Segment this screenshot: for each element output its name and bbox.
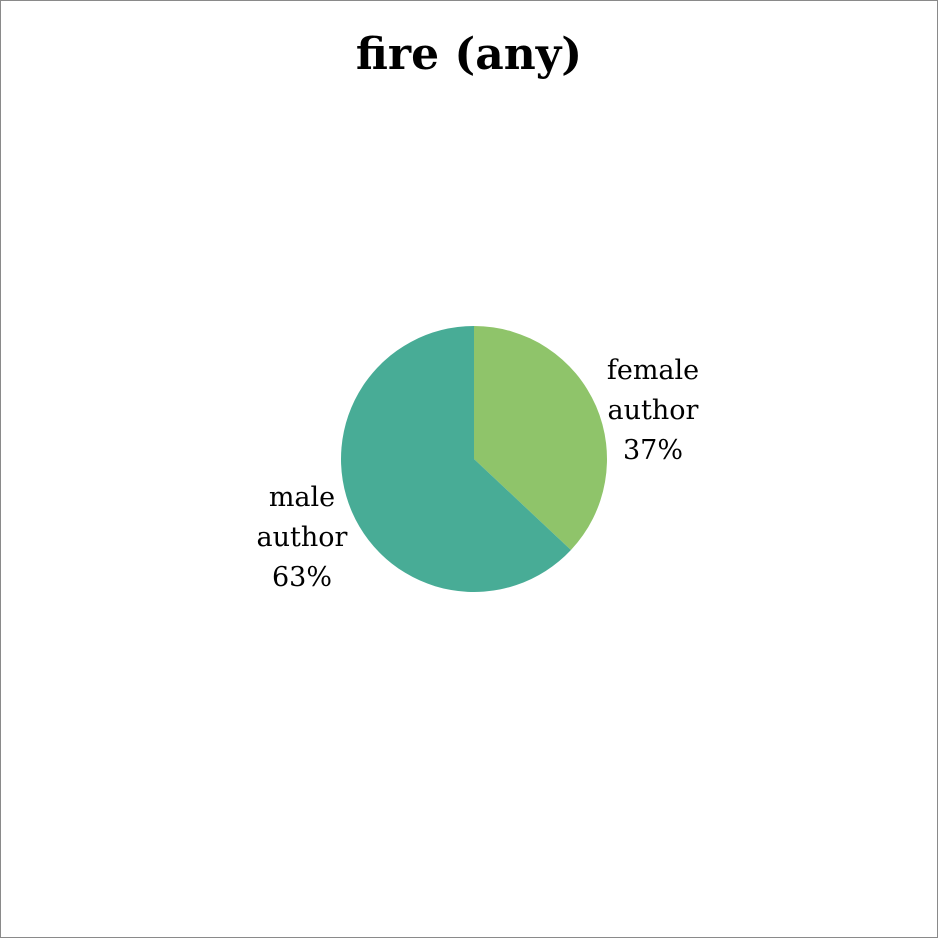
data-label-line: author xyxy=(257,522,348,553)
pie-slice-male xyxy=(341,326,571,592)
pie-slice-female xyxy=(474,326,608,551)
data-label-line: 37% xyxy=(623,435,683,466)
data-label-line: author xyxy=(608,395,699,426)
data-label-female: female author 37% xyxy=(607,355,699,466)
data-label-male: male author 63% xyxy=(257,482,348,593)
data-label-line: 63% xyxy=(272,562,332,593)
data-label-line: male xyxy=(269,482,335,513)
chart-title: fire (any) xyxy=(355,29,583,80)
data-label-line: female xyxy=(607,355,699,386)
